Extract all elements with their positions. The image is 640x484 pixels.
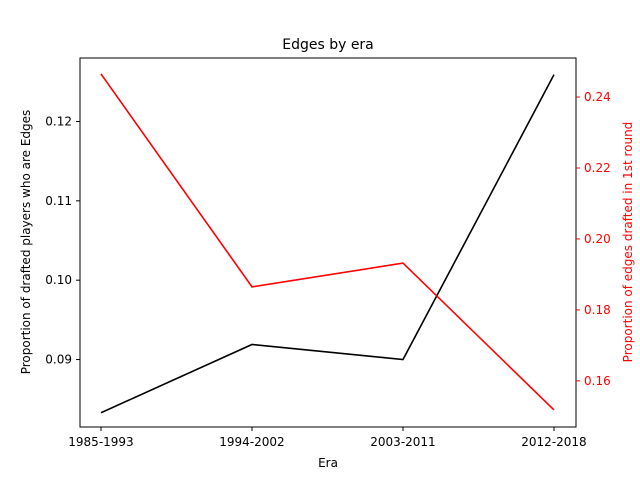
x-tick-label: 2012-2018 (521, 435, 586, 449)
left-y-axis-label: Proportion of drafted players who are Ed… (19, 110, 33, 375)
left-axis-series-line (101, 75, 554, 413)
plot-frame (80, 58, 576, 427)
series-layer (101, 74, 554, 413)
x-tick-label: 2003-2011 (370, 435, 435, 449)
x-axis-label: Era (318, 456, 338, 470)
right-y-tick-label: 0.20 (584, 232, 611, 246)
left-y-tick-label: 0.09 (45, 353, 72, 367)
right-y-axis-label: Proportion of edges drafted in 1st round (621, 122, 635, 363)
right-y-tick-label: 0.24 (584, 90, 611, 104)
left-y-tick-label: 0.10 (45, 273, 72, 287)
left-y-tick-label: 0.12 (45, 114, 72, 128)
left-y-axis-ticks: 0.09 0.10 0.11 0.12 (45, 114, 80, 366)
x-tick-label: 1994-2002 (219, 435, 284, 449)
right-y-tick-label: 0.16 (584, 374, 611, 388)
x-axis-ticks: 1985-1993 1994-2002 2003-2011 2012-2018 (68, 427, 586, 449)
left-y-tick-label: 0.11 (45, 194, 72, 208)
right-axis-series-line (101, 74, 554, 410)
x-tick-label: 1985-1993 (68, 435, 133, 449)
right-y-axis-ticks: 0.16 0.18 0.20 0.22 0.24 (576, 90, 611, 388)
right-y-tick-label: 0.22 (584, 161, 611, 175)
chart-title: Edges by era (282, 37, 374, 53)
right-y-tick-label: 0.18 (584, 303, 611, 317)
